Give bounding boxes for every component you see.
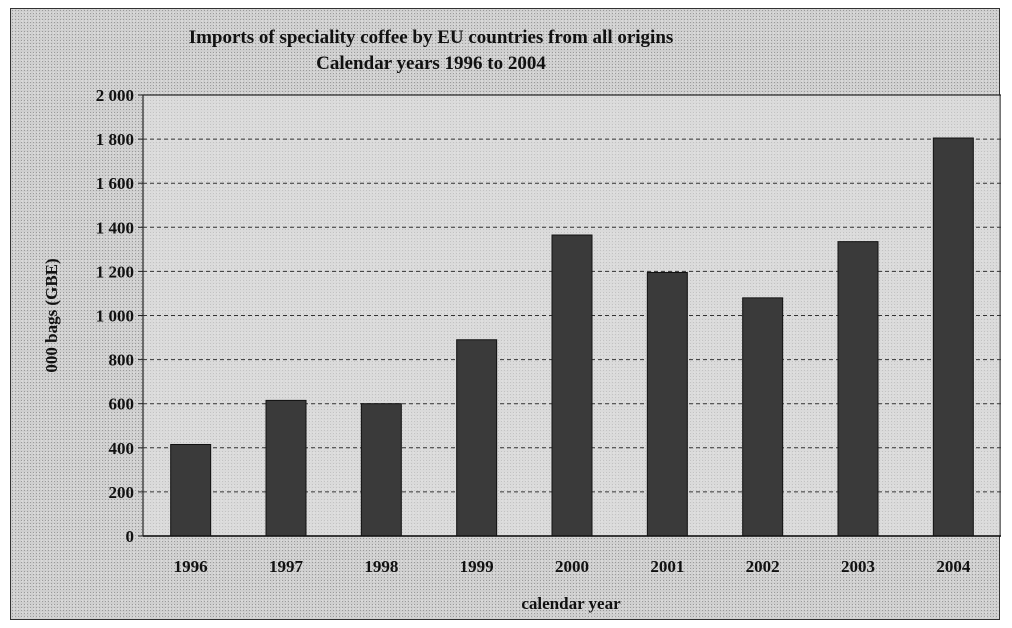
bar-2000 xyxy=(551,234,593,537)
bar-2003 xyxy=(837,241,879,537)
y-tick-label: 1 200 xyxy=(96,262,134,281)
x-tick-label: 1998 xyxy=(364,557,398,576)
chart-title: Imports of speciality coffee by EU count… xyxy=(189,27,674,48)
bar-1999 xyxy=(456,339,498,537)
x-tick-label: 1997 xyxy=(269,557,304,576)
x-tick-label: 1999 xyxy=(460,557,494,576)
x-tick-label: 2004 xyxy=(936,557,971,576)
y-tick-label: 800 xyxy=(109,351,135,370)
y-axis-title: 000 bags (GBE) xyxy=(42,258,61,372)
y-tick-label: 1 400 xyxy=(96,218,134,237)
bar-2002 xyxy=(742,297,784,537)
bar-1997 xyxy=(265,399,307,537)
x-axis-tick-labels: 1996 1997 1998 1999 2000 2001 2002 2003 2004 xyxy=(174,557,971,576)
y-tick-label: 1 600 xyxy=(96,174,134,193)
x-axis-title: calendar year xyxy=(521,594,621,613)
y-tick-label: 2 000 xyxy=(96,86,134,105)
bars xyxy=(170,137,974,537)
y-axis-tick-labels: 0 200 400 600 800 1 000 1 200 1 400 1 600 1 800 2 … xyxy=(96,86,143,546)
y-tick-label: 200 xyxy=(109,483,135,502)
bar-2004 xyxy=(932,137,974,537)
x-tick-label: 2002 xyxy=(746,557,780,576)
x-tick-label: 1996 xyxy=(174,557,208,576)
chart-subtitle: Calendar years 1996 to 2004 xyxy=(316,53,546,74)
y-tick-label: 1 800 xyxy=(96,130,134,149)
bar-1998 xyxy=(360,403,402,537)
x-tick-label: 2000 xyxy=(555,557,589,576)
bar-1996 xyxy=(170,443,212,537)
y-tick-label: 400 xyxy=(109,439,135,458)
chart-frame: Imports of speciality coffee by EU count… xyxy=(10,8,1001,620)
x-tick-label: 2003 xyxy=(841,557,875,576)
x-tick-label: 2001 xyxy=(650,557,684,576)
y-tick-label: 1 000 xyxy=(96,307,134,326)
bar-2001 xyxy=(646,272,688,537)
y-tick-label: 0 xyxy=(126,527,135,546)
bar-chart: Imports of speciality coffee by EU count… xyxy=(42,27,1001,613)
y-tick-label: 600 xyxy=(109,395,135,414)
